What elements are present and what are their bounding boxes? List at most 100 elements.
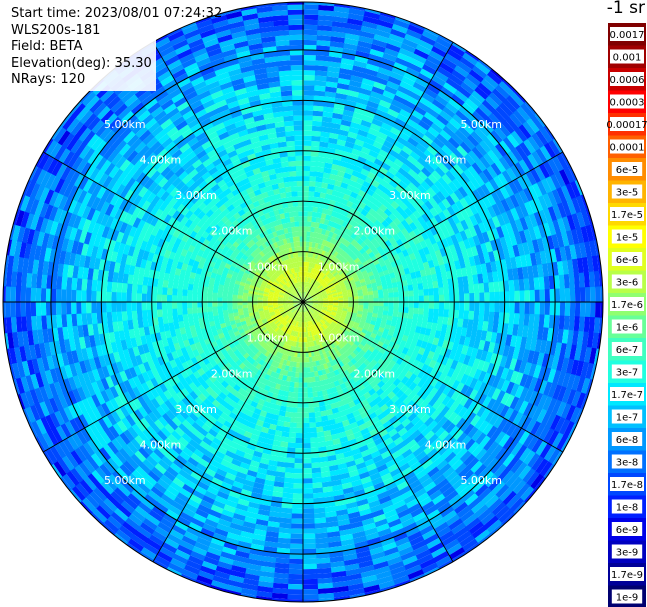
ppi-cell bbox=[245, 257, 253, 264]
ppi-cell bbox=[305, 316, 308, 322]
ppi-cell bbox=[240, 349, 247, 356]
ppi-cell bbox=[313, 274, 317, 280]
ppi-cell bbox=[284, 284, 289, 289]
ppi-cell bbox=[323, 257, 329, 263]
ppi-cell bbox=[281, 287, 287, 292]
ppi-cell bbox=[303, 196, 309, 202]
ppi-cell bbox=[337, 309, 343, 313]
ppi-cell bbox=[297, 321, 300, 327]
ppi-cell bbox=[311, 285, 316, 291]
ppi-cell bbox=[311, 140, 321, 147]
ppi-cell bbox=[304, 266, 307, 272]
ppi-cell bbox=[242, 295, 248, 300]
ppi-cell bbox=[308, 289, 313, 295]
ppi-cell bbox=[302, 478, 313, 484]
ppi-cell bbox=[299, 362, 303, 368]
ppi-cell bbox=[331, 262, 337, 269]
ppi-cell bbox=[336, 289, 342, 293]
ppi-cell bbox=[298, 372, 303, 378]
ppi-cell bbox=[277, 373, 284, 380]
ppi-cell bbox=[303, 216, 308, 222]
ppi-cell bbox=[237, 260, 244, 267]
ppi-cell bbox=[363, 295, 369, 300]
ppi-cell bbox=[335, 247, 342, 254]
ppi-cell bbox=[356, 326, 363, 332]
ppi-cell bbox=[293, 458, 303, 464]
ppi-cell bbox=[310, 457, 320, 464]
ppi-cell bbox=[275, 258, 281, 264]
ppi-cell bbox=[349, 252, 356, 259]
ppi-cell bbox=[126, 301, 132, 312]
ppi-cell bbox=[325, 278, 331, 284]
ppi-cell bbox=[269, 335, 275, 342]
ppi-cell bbox=[352, 290, 358, 295]
ppi-cell bbox=[309, 290, 314, 295]
ppi-cell bbox=[322, 268, 327, 274]
ppi-cell bbox=[315, 323, 320, 329]
ppi-cell bbox=[314, 222, 321, 229]
ppi-cell bbox=[288, 329, 293, 335]
ppi-cell bbox=[274, 225, 280, 232]
ppi-cell bbox=[332, 341, 338, 347]
ppi-cell bbox=[478, 283, 485, 294]
ppi-cell bbox=[303, 211, 309, 217]
ppi-cell bbox=[294, 310, 298, 315]
ppi-cell bbox=[277, 315, 283, 320]
ppi-cell bbox=[325, 340, 331, 346]
ppi-cell bbox=[295, 331, 299, 337]
ppi-cell bbox=[433, 294, 440, 303]
ppi-cell bbox=[335, 314, 341, 319]
ppi-cell bbox=[314, 253, 319, 259]
ppi-cell bbox=[325, 258, 331, 265]
ppi-cell bbox=[242, 358, 250, 366]
ppi-cell bbox=[268, 309, 275, 313]
ppi-cell bbox=[312, 298, 318, 300]
ppi-cell bbox=[324, 240, 330, 247]
ppi-cell bbox=[350, 351, 357, 359]
ppi-cell bbox=[239, 340, 246, 347]
ppi-cell bbox=[293, 267, 297, 273]
ppi-cell bbox=[258, 308, 264, 312]
ppi-cell bbox=[297, 251, 301, 257]
ppi-cell bbox=[306, 316, 310, 322]
ppi-cell bbox=[278, 352, 284, 359]
ppi-cell bbox=[315, 310, 320, 314]
ppi-cell bbox=[324, 322, 330, 328]
ppi-cell bbox=[273, 242, 279, 249]
ppi-cell bbox=[322, 296, 328, 299]
ppi-cell bbox=[298, 256, 302, 262]
ppi-cell bbox=[325, 321, 331, 326]
ppi-cell bbox=[299, 367, 303, 373]
ppi-cell bbox=[298, 282, 301, 288]
ppi-cell bbox=[267, 352, 273, 359]
ppi-cell bbox=[252, 299, 258, 302]
ppi-cell bbox=[287, 437, 296, 443]
ppi-cell bbox=[370, 278, 377, 284]
ppi-cell bbox=[237, 337, 244, 344]
ppi-cell bbox=[282, 105, 294, 112]
ppi-cell bbox=[292, 100, 304, 106]
ppi-cell bbox=[233, 283, 240, 289]
ppi-cell bbox=[304, 311, 307, 317]
ppi-cell bbox=[304, 332, 307, 338]
ppi-cell bbox=[289, 361, 294, 367]
ppi-cell bbox=[307, 256, 311, 263]
ppi-cell bbox=[340, 346, 347, 354]
ppi-cell bbox=[237, 291, 244, 296]
ppi-cell bbox=[282, 223, 288, 229]
ppi-cell bbox=[192, 307, 198, 314]
ppi-cell bbox=[335, 253, 342, 260]
ppi-cell bbox=[291, 291, 296, 296]
ppi-cell bbox=[240, 247, 247, 255]
ppi-cell bbox=[274, 333, 280, 339]
ppi-cell bbox=[291, 330, 296, 337]
ppi-cell bbox=[156, 286, 163, 295]
ppi-cell bbox=[255, 336, 262, 343]
ppi-cell bbox=[282, 337, 287, 344]
ppi-cell bbox=[218, 283, 225, 290]
ppi-cell bbox=[303, 317, 306, 323]
ppi-cell bbox=[187, 295, 193, 302]
ppi-cell bbox=[479, 302, 485, 313]
ppi-cell bbox=[292, 95, 304, 101]
ppi-cell bbox=[305, 282, 308, 288]
